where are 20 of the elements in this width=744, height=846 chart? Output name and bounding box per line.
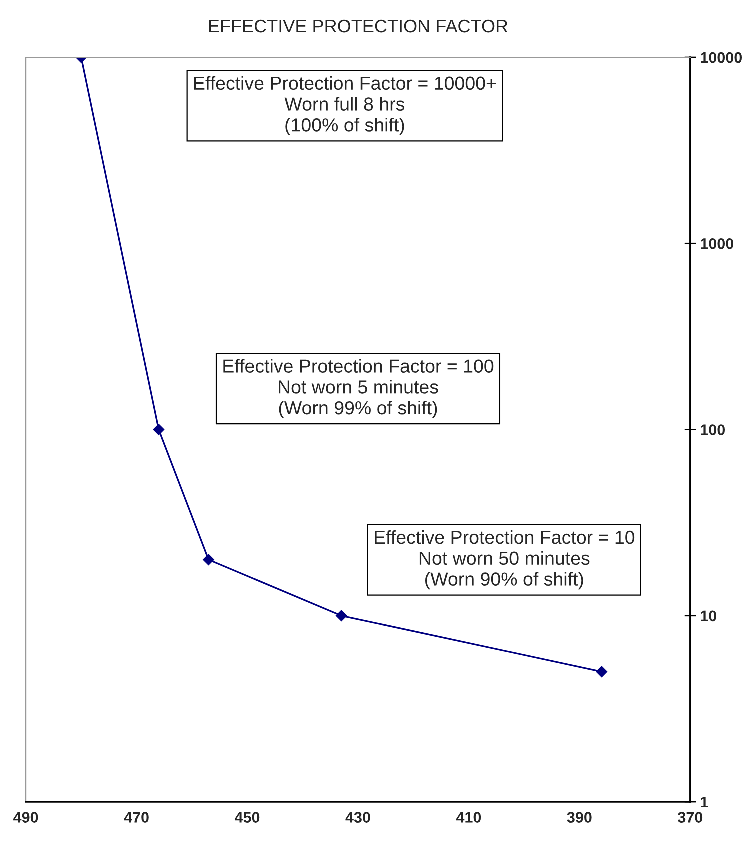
y-tick-label: 1000	[701, 238, 734, 250]
x-tick-label: 470	[124, 812, 149, 823]
x-tick-label: 410	[456, 812, 482, 823]
annotation: Effective Protection Factor = 10 Not worn 50 minutes (Worn 90% of shift)	[375, 530, 635, 590]
x-tick-label: 390	[567, 812, 592, 823]
point	[596, 666, 608, 678]
annotation: Effective Protection Factor = 100 Not worn 5 minutes (Worn 99% of shift)	[224, 359, 494, 418]
y-tick-label: 10	[701, 610, 717, 622]
annotation: Effective Protection Factor = 10000+ Worn full 8 hrs (100% of shift)	[194, 76, 496, 136]
point	[336, 610, 348, 622]
x-tick-label: 450	[234, 812, 260, 823]
y-tick-label: 10000	[701, 52, 742, 64]
y-tick-label: 100	[701, 424, 726, 436]
x-tick-label: 490	[14, 812, 38, 823]
point	[153, 424, 165, 436]
x-tick-label: 430	[346, 812, 370, 823]
y-tick-label: 1	[701, 797, 708, 808]
chart-title: EFFECTIVE PROTECTION FACTOR	[209, 20, 508, 33]
point	[203, 554, 214, 566]
x-tick-label: 370	[678, 812, 703, 823]
